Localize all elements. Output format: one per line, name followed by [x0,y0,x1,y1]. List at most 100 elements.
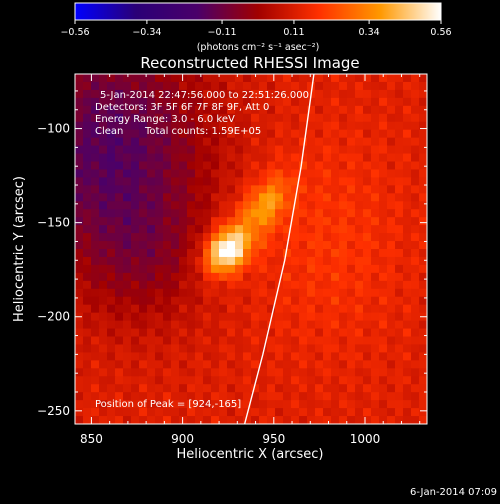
heatmap-cell [315,400,324,409]
heatmap-cell [195,201,204,210]
heatmap-cell [203,416,212,424]
heatmap-cell [211,256,220,266]
heatmap-cell [275,74,284,83]
heatmap-cell [339,129,348,139]
heatmap-cell [203,280,212,290]
heatmap-cell [131,304,140,314]
heatmap-cell [275,352,284,361]
heatmap-cell [395,320,404,330]
heatmap-cell [203,113,212,123]
heatmap-cell [163,201,172,210]
heatmap-cell [155,392,164,401]
heatmap-cell [171,392,180,401]
heatmap-cell [195,137,204,147]
heatmap-cell [259,121,268,131]
heatmap-cell [139,217,148,226]
heatmap-cell [187,193,196,202]
heatmap-cell [419,392,427,401]
heatmap-cell [419,249,427,258]
heatmap-cell [387,376,396,385]
heatmap-cell [403,328,412,338]
heatmap-cell [251,352,260,361]
heatmap-cell [187,312,196,322]
heatmap-cell [99,145,108,155]
heatmap-cell [187,89,196,99]
heatmap-cell [147,384,156,393]
heatmap-cell [219,161,228,171]
heatmap-cell [211,288,220,298]
heatmap-cell [163,177,172,186]
heatmap-cell [131,185,140,194]
heatmap-cell [299,113,308,123]
heatmap-cell [411,81,420,91]
heatmap-cell [283,169,292,178]
heatmap-cell [147,113,156,123]
heatmap-cell [147,145,156,155]
x-axis-label: Heliocentric X (arcsec) [177,447,324,462]
heatmap-cell [131,296,140,306]
heatmap-cell [187,352,196,361]
heatmap-cell [99,296,108,306]
heatmap-cell [251,336,260,346]
heatmap-cell [235,105,244,115]
heatmap-cell [395,137,404,147]
heatmap-cell [291,74,300,83]
heatmap-cell [163,89,172,99]
heatmap-cell [339,201,348,210]
heatmap-cell [283,201,292,210]
heatmap-cell [115,249,124,258]
heatmap-cell [123,400,132,409]
heatmap-cell [123,344,132,353]
heatmap-cell [227,344,236,353]
heatmap-cell [227,185,236,194]
heatmap-cell [187,233,196,242]
heatmap-cell [83,129,92,139]
heatmap-cell [99,169,108,178]
heatmap-cell [395,416,404,424]
heatmap-cell [379,384,388,393]
heatmap-cell [171,193,180,202]
heatmap-cell [171,352,180,361]
heatmap-cell [307,400,316,409]
heatmap-cell [267,272,276,282]
heatmap-cell [419,153,427,163]
heatmap-cell [323,304,332,314]
heatmap-cell [339,328,348,338]
heatmap-cell [411,185,420,194]
heatmap-cell [339,256,348,266]
heatmap-cell [307,256,316,266]
heatmap-cell [259,249,268,258]
heatmap-cell [251,161,260,171]
heatmap-cell [219,304,228,314]
heatmap-cell [371,368,380,377]
heatmap-cell [83,360,92,369]
heatmap-cell [411,368,420,377]
heatmap-cell [83,336,92,346]
plot-area: 850 900 950 1000 −100−150−200−250 [37,73,428,446]
heatmap-cell [147,105,156,115]
heatmap-cell [227,320,236,330]
heatmap-cell [235,81,244,91]
heatmap-cell [91,304,100,314]
heatmap-cell [283,320,292,330]
heatmap-cell [267,368,276,377]
heatmap-cell [387,81,396,91]
heatmap-cell [339,193,348,202]
heatmap-cell [251,81,260,91]
heatmap-cell [307,368,316,377]
heatmap-cell [139,89,148,99]
heatmap-cell [355,264,364,274]
heatmap-cell [147,344,156,353]
heatmap-cell [355,320,364,330]
heatmap-cell [323,264,332,274]
heatmap-cell [307,145,316,155]
heatmap-cell [403,312,412,322]
heatmap-cell [99,384,108,393]
heatmap-cell [387,201,396,210]
heatmap-cell [331,376,340,385]
heatmap-cell [371,304,380,314]
heatmap-cell [315,264,324,274]
heatmap-cell [259,256,268,266]
heatmap-cell [259,241,268,250]
heatmap-cell [227,201,236,210]
